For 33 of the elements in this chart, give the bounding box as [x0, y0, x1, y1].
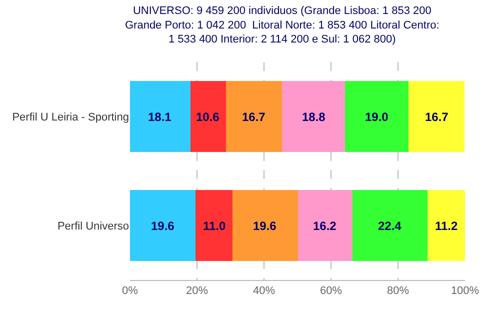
data-label: 10.6 — [196, 110, 220, 124]
bar — [226, 81, 282, 152]
bar — [282, 81, 346, 152]
bar — [298, 190, 352, 261]
bar — [352, 190, 428, 261]
bar — [190, 81, 226, 152]
x-tick-label: 40% — [252, 285, 276, 298]
bar — [232, 190, 298, 261]
data-label: 11.0 — [203, 219, 226, 233]
data-label: 19.0 — [365, 110, 389, 124]
data-label: 16.7 — [425, 110, 449, 124]
data-label: 16.7 — [242, 110, 266, 124]
bar — [130, 81, 191, 152]
data-label: 18.8 — [302, 110, 326, 124]
data-label: 16.2 — [313, 219, 337, 233]
x-tick-label: 60% — [320, 285, 342, 298]
x-tick-label: 0% — [122, 285, 138, 298]
data-label: 19.6 — [253, 219, 277, 233]
data-label: 11.2 — [435, 219, 458, 233]
chart-title: UNIVERSO: 9 459 200 individuos (Grande Lisboa: 1 853 200 Grande Porto: 1 042 200 Litoral Norte: 1 853 400 Litoral Centro: 1 533 400 Interior: 2 114 200 e Sul: 1 062 800) — [124, 4, 440, 46]
x-tick-label: 80% — [386, 285, 410, 298]
bar — [427, 190, 465, 261]
data-label: 18.1 — [148, 110, 172, 124]
data-label: 19.6 — [151, 219, 175, 233]
bar — [345, 81, 409, 152]
data-label: 22.4 — [378, 219, 402, 233]
x-tick-label: 20% — [186, 285, 208, 298]
bar — [408, 81, 465, 152]
bar — [130, 190, 196, 261]
y-tick-label: Perfil Universo — [57, 220, 129, 232]
x-tick-label: 100% — [450, 285, 480, 298]
bar — [196, 190, 233, 261]
y-tick-label: Perfil U Leiria - Sporting — [12, 111, 129, 124]
